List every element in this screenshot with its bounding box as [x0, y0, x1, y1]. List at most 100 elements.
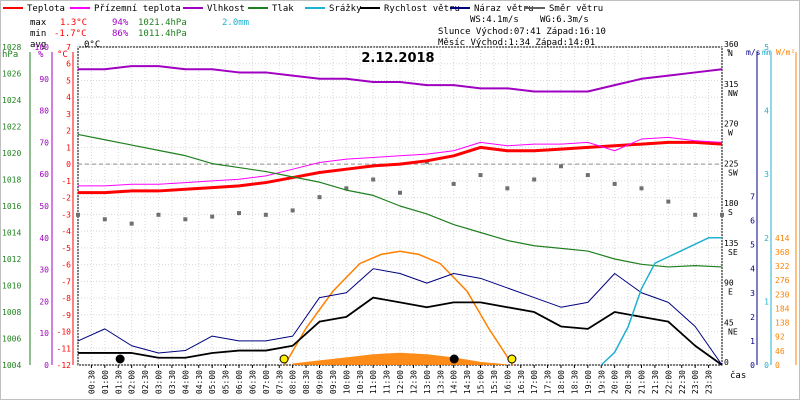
x-tick-label: 04:00	[181, 370, 190, 394]
tick-label-ms: 1	[750, 337, 755, 346]
x-tick-label: 01:30	[114, 370, 123, 394]
x-tick-label: 16:30	[517, 370, 526, 394]
x-tick-label: 06:30	[248, 370, 257, 394]
stats-min-pressure: 1011.4hPa	[138, 29, 187, 39]
tick-label-mm: 1	[764, 297, 769, 306]
tick-label-wm2: 184	[775, 304, 790, 313]
x-tick-label: 03:00	[155, 370, 164, 394]
tick-label-deg: 225	[724, 159, 739, 168]
x-tick-label: 23:30	[705, 370, 714, 394]
tick-label-pct: 30	[39, 266, 49, 275]
tick-label-ms: 3	[750, 289, 755, 298]
axis-title-deg: °	[726, 48, 731, 57]
legend-label: Srážky	[329, 4, 362, 14]
tick-label-ms: 0	[750, 361, 755, 370]
tick-label-pct: 10	[39, 329, 49, 338]
tick-label-hpa: 1014	[2, 229, 21, 238]
tick-label-hpa: 1010	[2, 282, 21, 291]
tick-label-direction: E	[728, 288, 733, 297]
chart-title: 2.12.2018	[361, 51, 434, 66]
series-line-vlhkost	[78, 65, 723, 93]
series-line-n-raz-v-tru	[77, 268, 723, 366]
tick-label-wm2: 46	[775, 347, 785, 356]
x-tick-label: 14:00	[450, 370, 459, 394]
x-tick-label: 17:00	[530, 370, 539, 394]
tick-label-wm2: 322	[775, 262, 790, 271]
x-tick-label: 18:00	[557, 370, 566, 394]
tick-label-c: -12	[57, 361, 72, 370]
tick-label-c: -4	[61, 227, 71, 236]
moonrise-marker	[115, 354, 125, 364]
axis-title-wm2: W/m²	[776, 48, 795, 57]
tick-label-c: 2	[66, 127, 71, 136]
wind-direction-point	[451, 181, 456, 186]
stats-max-label: max	[30, 18, 47, 28]
x-tick-label: 21:30	[651, 370, 660, 394]
wind-direction-point	[237, 211, 241, 216]
tick-label-pct: 50	[39, 202, 49, 211]
solar-theoretical-line	[283, 250, 514, 366]
x-tick-label: 11:30	[383, 370, 392, 394]
tick-label-pct: 100	[35, 43, 50, 52]
wind-direction-point	[263, 212, 268, 217]
tick-label-hpa: 1022	[2, 123, 21, 132]
wind-direction-point	[183, 217, 188, 222]
x-tick-label: 08:30	[302, 370, 311, 394]
x-tick-label: 13:30	[436, 370, 445, 394]
wind-direction-point	[210, 214, 215, 219]
wind-direction-point	[398, 190, 402, 195]
tick-label-pct: 80	[39, 107, 49, 116]
tick-label-c: -8	[61, 294, 71, 303]
sunset-marker	[507, 354, 517, 364]
axis-title-ms: m/s	[746, 48, 761, 57]
x-tick-label: 09:30	[329, 370, 338, 394]
tick-label-ms: 5	[750, 241, 755, 250]
tick-label-c: -9	[61, 311, 71, 320]
x-tick-label: 18:30	[570, 370, 579, 394]
x-axis-label: čas	[730, 370, 746, 381]
legend-label: Rychlost větru	[384, 4, 460, 14]
x-tick-label: 15:00	[477, 370, 486, 394]
stats-min-label: min	[30, 29, 46, 39]
tick-label-hpa: 1018	[2, 176, 21, 185]
tick-label-c: -7	[61, 277, 71, 286]
tick-label-pct: 60	[39, 170, 49, 179]
tick-label-wm2: 276	[775, 276, 790, 285]
tick-label-mm: 5	[764, 43, 769, 52]
stats-wind-speed: WS:4.1m/s	[470, 15, 519, 25]
wind-direction-point	[532, 177, 537, 182]
tick-label-hpa: 1024	[2, 96, 21, 105]
x-tick-label: 14:30	[463, 370, 472, 394]
stats-max-pressure: 1021.4hPa	[138, 18, 187, 28]
x-tick-label: 16:00	[503, 370, 512, 394]
tick-label-pct: 90	[39, 75, 49, 84]
tick-label-mm: 0	[764, 361, 769, 370]
stats-avg-label: avg	[30, 40, 46, 50]
tick-label-hpa: 1016	[2, 202, 21, 211]
tick-label-deg: 90	[724, 279, 734, 288]
tick-label-c: 6	[66, 60, 71, 69]
stats-max-rain: 2.0mm	[222, 18, 249, 28]
x-tick-label: 02:00	[128, 370, 137, 394]
tick-label-wm2: 230	[775, 290, 790, 299]
x-tick-label: 02:30	[141, 370, 150, 394]
tick-label-c: -2	[61, 194, 71, 203]
tick-label-pct: 20	[39, 297, 49, 306]
wind-direction-point	[720, 212, 724, 217]
legend-label: Teplota	[27, 4, 65, 14]
x-tick-label: 12:30	[409, 370, 418, 394]
wind-direction-point	[76, 212, 80, 217]
tick-label-direction: N	[728, 49, 733, 58]
wind-direction-point	[585, 173, 590, 178]
wind-direction-point	[693, 212, 698, 217]
stats-min-humidity: 86%	[112, 29, 129, 39]
x-tick-label: 07:30	[275, 370, 284, 394]
tick-label-direction: W	[728, 129, 733, 138]
x-tick-label: 05:00	[208, 370, 217, 394]
tick-label-wm2: 368	[775, 248, 790, 257]
tick-label-mm: 2	[764, 234, 769, 243]
x-tick-label: 12:00	[396, 370, 405, 394]
tick-label-c: 5	[66, 76, 71, 85]
x-tick-label: 05:30	[222, 370, 231, 394]
